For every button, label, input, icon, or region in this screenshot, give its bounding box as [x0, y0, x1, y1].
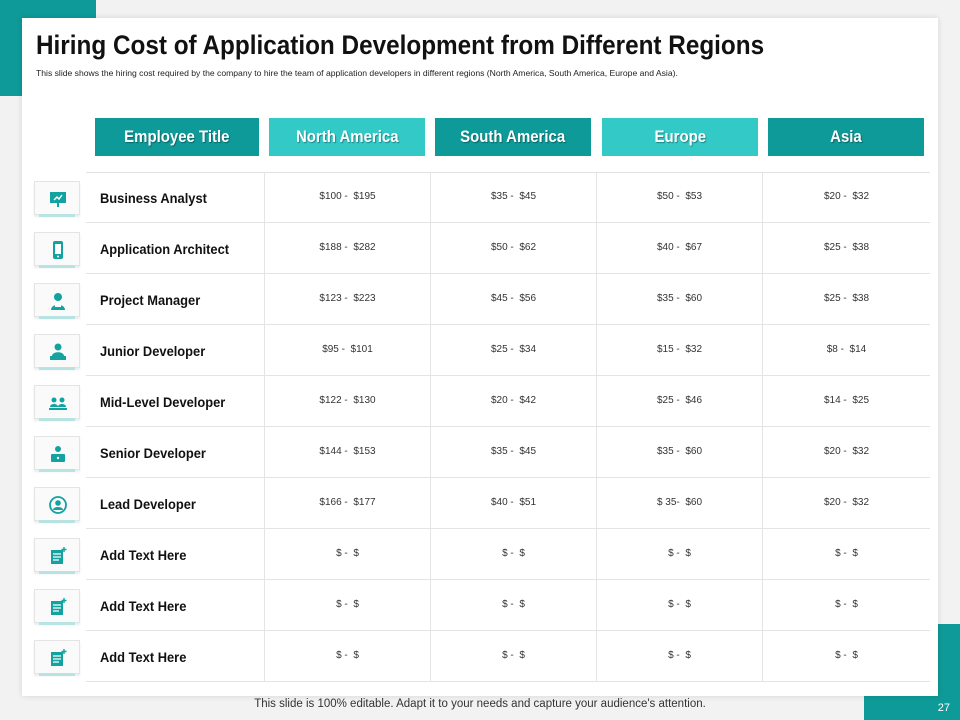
cost-cell: $123 - $223 [264, 274, 430, 325]
cost-cell: $25 - $46 [596, 376, 762, 427]
cost-cell: $ - $ [762, 631, 930, 682]
cost-cell: $100 - $195 [264, 172, 430, 223]
cost-cell: $35 - $60 [596, 274, 762, 325]
cost-cell: $25 - $38 [762, 223, 930, 274]
table-row: Add Text Here $ - $ $ - $ $ - $ $ - $ [86, 529, 930, 580]
senior-developer-icon [34, 436, 80, 472]
header-south-america: South America [435, 118, 591, 156]
employee-title-cell: Project Manager [86, 274, 264, 325]
cost-cell: $40 - $67 [596, 223, 762, 274]
cost-cell: $ - $ [264, 631, 430, 682]
employee-title: Add Text Here [100, 546, 187, 563]
employee-title-cell: Add Text Here [86, 631, 264, 682]
cost-cell: $20 - $32 [762, 478, 930, 529]
mobile-app-icon [34, 232, 80, 268]
employee-title: Project Manager [100, 291, 201, 308]
header-label: Asia [830, 127, 862, 146]
cost-cell: $ 35- $60 [596, 478, 762, 529]
cost-cell: $50 - $62 [430, 223, 596, 274]
document-plus-icon [34, 538, 80, 574]
cost-cell: $ - $ [430, 580, 596, 631]
employee-title-cell: Lead Developer [86, 478, 264, 529]
employee-title: Add Text Here [100, 597, 187, 614]
table-row: Add Text Here $ - $ $ - $ $ - $ $ - $ [86, 631, 930, 682]
cost-cell: $ - $ [264, 529, 430, 580]
table-row: Application Architect $188 - $282 $50 - $6… [86, 223, 930, 274]
employee-title: Application Architect [100, 240, 230, 257]
employee-title-cell: Application Architect [86, 223, 264, 274]
slide-subtitle: This slide shows the hiring cost require… [36, 68, 678, 78]
cost-cell: $20 - $32 [762, 427, 930, 478]
developer-desk-icon [34, 334, 80, 370]
table-row: Senior Developer $144 - $153 $35 - $45 $35 … [86, 427, 930, 478]
cost-cell: $ - $ [430, 529, 596, 580]
employee-title-cell: Add Text Here [86, 580, 264, 631]
cost-cell: $166 - $177 [264, 478, 430, 529]
cost-cell: $ - $ [762, 529, 930, 580]
cost-cell: $35 - $45 [430, 172, 596, 223]
employee-title-cell: Mid-Level Developer [86, 376, 264, 427]
cost-cell: $122 - $130 [264, 376, 430, 427]
cost-cell: $35 - $60 [596, 427, 762, 478]
document-plus-icon [34, 640, 80, 676]
header-label: Europe [654, 127, 706, 146]
table-row: Junior Developer $95 - $101 $25 - $34 $15 -… [86, 325, 930, 376]
cost-cell: $25 - $34 [430, 325, 596, 376]
employee-title: Senior Developer [100, 444, 206, 461]
cost-cell: $ - $ [762, 580, 930, 631]
cost-cell: $25 - $38 [762, 274, 930, 325]
header-europe: Europe [602, 118, 758, 156]
header-employee-title: Employee Title [95, 118, 259, 156]
manager-icon [34, 283, 80, 319]
team-icon [34, 385, 80, 421]
cost-cell: $ - $ [430, 631, 596, 682]
employee-title: Business Analyst [100, 189, 207, 206]
page-number: 27 [937, 702, 950, 714]
employee-title: Lead Developer [100, 495, 196, 512]
cost-cell: $188 - $282 [264, 223, 430, 274]
cost-cell: $35 - $45 [430, 427, 596, 478]
cost-cell: $8 - $14 [762, 325, 930, 376]
cost-cell: $144 - $153 [264, 427, 430, 478]
header-label: South America [460, 127, 566, 146]
employee-title-cell: Senior Developer [86, 427, 264, 478]
employee-title: Mid-Level Developer [100, 393, 226, 410]
slide-footer: This slide is 100% editable. Adapt it to… [254, 698, 706, 710]
lead-user-icon [34, 487, 80, 523]
employee-title: Junior Developer [100, 342, 206, 359]
cost-cell: $95 - $101 [264, 325, 430, 376]
analyst-presentation-icon [34, 181, 80, 217]
cost-cell: $ - $ [596, 631, 762, 682]
cost-cell: $20 - $42 [430, 376, 596, 427]
employee-title-cell: Business Analyst [86, 172, 264, 223]
header-label: North America [295, 127, 399, 146]
cost-cell: $14 - $25 [762, 376, 930, 427]
cost-cell: $40 - $51 [430, 478, 596, 529]
cost-cell: $45 - $56 [430, 274, 596, 325]
slide-title: Hiring Cost of Application Development f… [36, 30, 765, 60]
cost-cell: $20 - $32 [762, 172, 930, 223]
employee-title-cell: Add Text Here [86, 529, 264, 580]
cost-cell: $ - $ [596, 580, 762, 631]
table-row: Lead Developer $166 - $177 $40 - $51 $ 35- … [86, 478, 930, 529]
header-north-america: North America [269, 118, 425, 156]
header-label: Employee Title [124, 127, 230, 146]
document-plus-icon [34, 589, 80, 625]
employee-title-cell: Junior Developer [86, 325, 264, 376]
header-asia: Asia [768, 118, 924, 156]
cost-cell: $15 - $32 [596, 325, 762, 376]
table-row: Add Text Here $ - $ $ - $ $ - $ $ - $ [86, 580, 930, 631]
table-row: Mid-Level Developer $122 - $130 $20 - $42 $… [86, 376, 930, 427]
cost-cell: $ - $ [596, 529, 762, 580]
cost-cell: $ - $ [264, 580, 430, 631]
cost-cell: $50 - $53 [596, 172, 762, 223]
table-row: Project Manager $123 - $223 $45 - $56 $35 -… [86, 274, 930, 325]
table-row: Business Analyst $100 - $195 $35 - $45 $50 … [86, 172, 930, 223]
employee-title: Add Text Here [100, 648, 187, 665]
